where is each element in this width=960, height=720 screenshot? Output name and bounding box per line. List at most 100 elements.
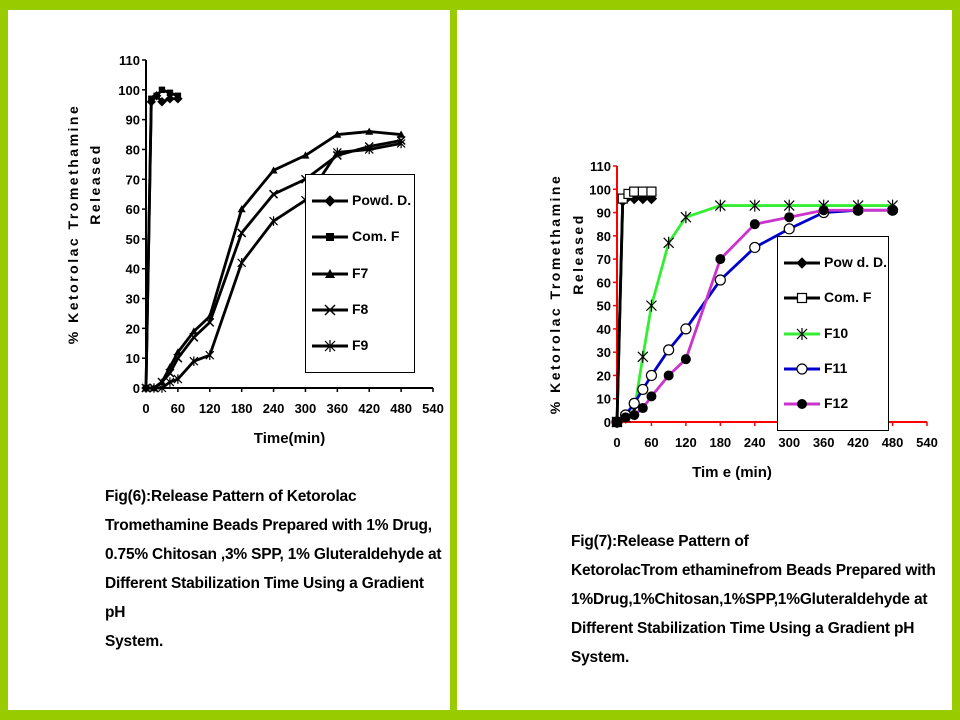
y-tick-label: 90 xyxy=(126,113,140,128)
legend-label: F12 xyxy=(824,395,849,412)
legend-marker xyxy=(324,304,336,316)
legend-label: Pow d. D. xyxy=(824,253,887,270)
data-point xyxy=(663,370,674,381)
data-point xyxy=(173,374,183,384)
legend-item: F7 xyxy=(306,264,414,284)
legend-swatch xyxy=(784,399,820,410)
legend-label: F8 xyxy=(352,300,369,317)
y-tick-label: 90 xyxy=(597,206,611,221)
data-point xyxy=(784,212,795,223)
data-point xyxy=(189,327,198,335)
x-tick-label: 420 xyxy=(847,435,869,450)
x-tick-label: 540 xyxy=(916,435,938,450)
legend-marker xyxy=(796,256,808,269)
data-point xyxy=(887,205,898,216)
y-tick-label: 10 xyxy=(126,351,140,366)
figure-7-caption: Fig(7):Release Pattern of KetorolacTrom … xyxy=(571,533,936,666)
x-tick-label: 240 xyxy=(744,435,766,450)
y-axis-label-line2: Released xyxy=(570,213,586,294)
legend-marker xyxy=(325,268,335,278)
y-tick-label: 60 xyxy=(126,202,140,217)
data-point xyxy=(715,254,726,265)
data-point xyxy=(333,130,342,138)
data-point xyxy=(637,383,649,396)
data-point xyxy=(148,95,155,102)
legend-marker xyxy=(324,195,336,207)
data-point xyxy=(646,186,657,197)
data-point xyxy=(149,383,159,393)
x-tick-label: 300 xyxy=(295,401,317,416)
data-point xyxy=(663,236,675,249)
data-point xyxy=(157,383,167,393)
x-tick-label: 60 xyxy=(644,435,658,450)
legend-marker xyxy=(797,399,807,410)
data-point xyxy=(680,211,692,224)
series-f9 xyxy=(141,138,406,393)
legend-label: Com. F xyxy=(824,289,872,306)
data-point xyxy=(237,257,247,268)
legend-item: F11 xyxy=(778,359,888,379)
data-point xyxy=(749,219,760,230)
legend-label: F10 xyxy=(824,324,849,341)
data-point xyxy=(157,97,167,107)
legend-item: F9 xyxy=(306,336,414,356)
data-point xyxy=(646,299,657,312)
chart-right: 0 60 120 180 240 300 360 420 480 540 0 10 20 30 40 50 60… xyxy=(547,159,938,481)
data-point xyxy=(174,92,182,99)
y-axis-label: % Ketorolac Tromethamine xyxy=(65,104,81,345)
data-point xyxy=(158,86,166,94)
data-point xyxy=(189,332,199,342)
data-point xyxy=(620,412,631,423)
data-point xyxy=(663,344,675,356)
data-point xyxy=(637,186,648,197)
data-point xyxy=(749,241,761,254)
data-point xyxy=(396,138,406,149)
x-tick-label: 300 xyxy=(778,435,800,450)
legend-swatch xyxy=(784,363,820,375)
x-tick-label: 240 xyxy=(263,401,285,416)
data-point xyxy=(153,92,160,99)
legend-swatch xyxy=(312,339,348,352)
x-tick-label: 120 xyxy=(675,435,697,450)
y-tick-label: 50 xyxy=(126,232,140,247)
x-tick-label: 420 xyxy=(358,401,380,416)
data-point xyxy=(189,356,199,366)
y-tick-label: 10 xyxy=(597,392,611,407)
data-point xyxy=(612,417,622,427)
x-tick-label: 180 xyxy=(231,401,253,416)
data-point xyxy=(205,317,215,327)
legend-item: Com. F xyxy=(306,227,414,247)
x-tick-label: 360 xyxy=(326,401,348,416)
data-point xyxy=(364,144,374,155)
y-tick-label: 0 xyxy=(604,415,611,430)
legend-swatch xyxy=(784,292,820,304)
y-tick-label: 80 xyxy=(126,142,140,157)
legend-swatch xyxy=(312,233,348,242)
x-tick-label: 120 xyxy=(199,401,221,416)
data-point xyxy=(141,383,151,393)
legend-label: Com. F xyxy=(352,228,400,245)
legend-item: F8 xyxy=(306,300,414,320)
data-point xyxy=(637,403,648,414)
legend-marker xyxy=(326,233,334,242)
legend-marker xyxy=(796,292,808,304)
data-point xyxy=(269,216,278,226)
data-point xyxy=(783,223,795,235)
legend-label: F7 xyxy=(352,264,369,281)
data-point xyxy=(365,127,374,135)
data-point xyxy=(645,369,658,382)
legend-label: Powd. D. xyxy=(352,192,412,209)
data-point xyxy=(680,323,692,335)
legend-label: F9 xyxy=(352,336,369,353)
data-point xyxy=(646,391,657,402)
data-point xyxy=(397,130,406,138)
left-figure-panel: 0 60 120 180 240 300 360 420 480 540 0 10 20 30 40 50 60… xyxy=(8,10,450,710)
y-tick-label: 100 xyxy=(118,83,140,98)
data-point xyxy=(629,410,640,421)
y-tick-label: 50 xyxy=(597,299,611,314)
data-point xyxy=(714,274,726,286)
data-point xyxy=(237,228,247,238)
legend-swatch xyxy=(784,327,820,340)
y-tick-label: 20 xyxy=(126,321,140,336)
y-tick-label: 60 xyxy=(597,275,611,290)
